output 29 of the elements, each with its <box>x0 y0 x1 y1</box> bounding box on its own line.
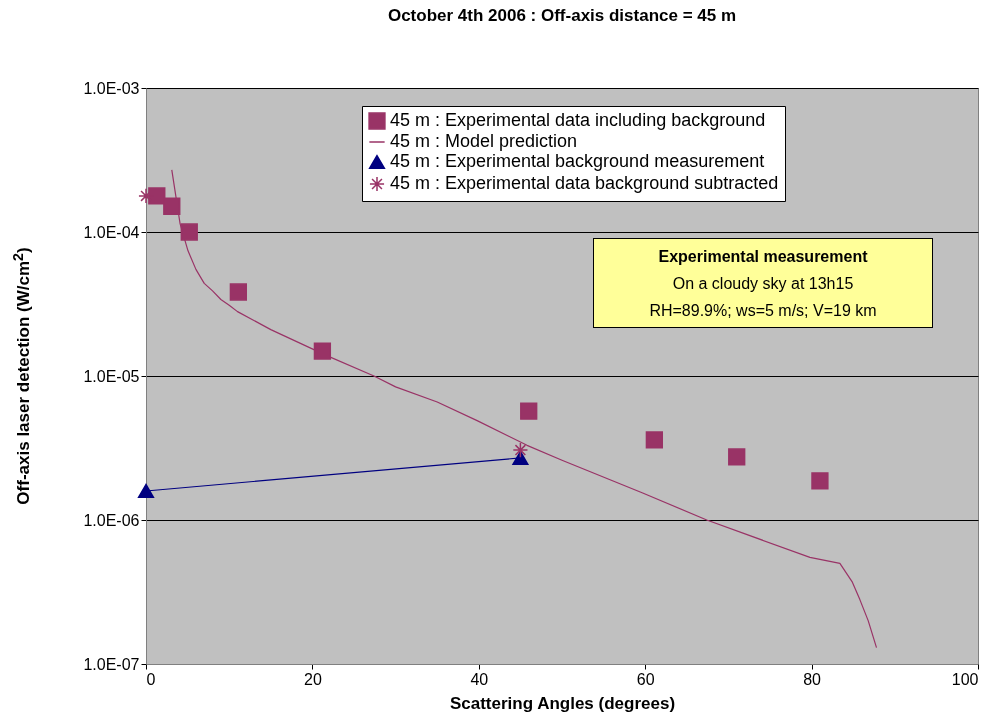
point <box>163 197 181 215</box>
point <box>645 431 664 449</box>
point <box>728 448 746 466</box>
legend-label: 45 m : Experimental data background subtracted <box>390 173 779 193</box>
x-tick-label: 100 <box>951 670 979 688</box>
point <box>520 402 538 420</box>
annotation: RH=89.9%; ws=5 m/s; V=19 km <box>648 301 878 321</box>
legend-label: 45 m : Experimental background measurement <box>390 151 765 171</box>
note-box: Experimental measurement On a cloudy sky at 13h15 RH=89.9%; ws=5 m/s; V=19 km <box>593 238 933 328</box>
x-tick-label: 0 <box>146 670 156 688</box>
point <box>811 472 829 490</box>
annotation: On a cloudy sky at 13h15 <box>671 274 855 294</box>
legend-label: 45 m : Model prediction <box>390 131 578 151</box>
x-tick-label: 20 <box>304 670 322 688</box>
legend-label: 45 m : Experimental data including background <box>390 110 766 130</box>
x-tick-label: 80 <box>803 670 822 688</box>
y-tick-label: 1.0E-06 <box>83 511 140 529</box>
annotation: Experimental measurement <box>657 247 869 267</box>
y-tick-label: 1.0E-07 <box>83 655 140 673</box>
x-tick-label: 60 <box>636 670 655 688</box>
x-tick-label: 40 <box>470 670 489 688</box>
y-tick-label: 1.0E-05 <box>83 367 140 385</box>
point <box>180 223 198 241</box>
point <box>229 283 248 301</box>
chart-title: October 4th 2006 : Off-axis distance = 45 m <box>387 6 737 25</box>
point <box>313 342 332 360</box>
x-axis-title: Scattering Angles (degrees) <box>449 693 676 713</box>
y-tick-label: 1.0E-04 <box>83 223 140 241</box>
y-tick-label: 1.0E-03 <box>83 79 140 97</box>
